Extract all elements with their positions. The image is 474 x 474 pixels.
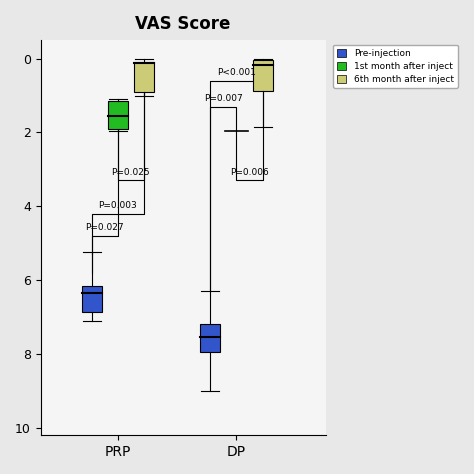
Bar: [201, 325, 220, 352]
Bar: [253, 60, 273, 91]
Text: P=0.003: P=0.003: [99, 201, 137, 210]
Text: P=0.007: P=0.007: [204, 94, 243, 103]
Text: P=0.025: P=0.025: [111, 168, 150, 177]
Text: P=0.027: P=0.027: [85, 223, 124, 232]
Text: P<0.001: P<0.001: [217, 68, 256, 77]
Legend: Pre-injection, 1st month after inject, 6th month after inject: Pre-injection, 1st month after inject, 6…: [333, 45, 458, 88]
Bar: [82, 286, 102, 311]
Bar: [134, 62, 154, 92]
Text: P=0.006: P=0.006: [230, 168, 269, 177]
Bar: [108, 101, 128, 129]
Title: VAS Score: VAS Score: [136, 15, 231, 33]
